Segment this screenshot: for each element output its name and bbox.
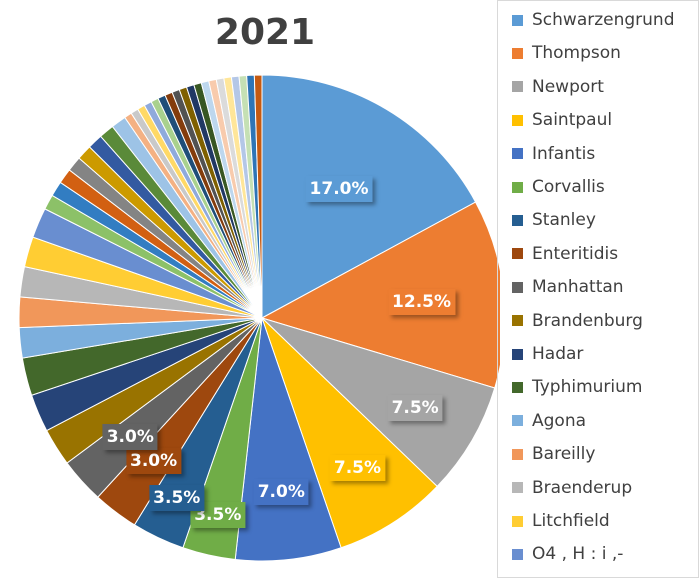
data-label: 17.0%	[305, 175, 373, 202]
legend-label: Enteritidis	[532, 243, 619, 264]
legend-item: Typhimurium	[512, 376, 642, 398]
legend-label: Agona	[532, 410, 587, 431]
legend-label: O4 , H : i ,-	[532, 544, 624, 565]
legend-swatch	[512, 148, 523, 160]
legend-item: Corvallis	[512, 176, 605, 198]
pie-slice	[253, 74, 263, 319]
data-label: 12.5%	[388, 288, 456, 315]
legend-label: Newport	[532, 76, 604, 97]
legend-item: Infantis	[512, 143, 595, 165]
pie-slice	[260, 201, 500, 389]
legend-item: Stanley	[512, 209, 596, 231]
legend-item: Litchfield	[512, 510, 610, 532]
legend-swatch	[512, 14, 523, 26]
pie-slice	[261, 317, 438, 549]
legend-item: Saintpaul	[512, 109, 612, 131]
legend-swatch	[512, 81, 523, 93]
legend-swatch	[512, 114, 523, 126]
legend-swatch	[512, 315, 523, 327]
legend-label: Corvallis	[532, 177, 605, 197]
legend-label: Stanley	[532, 210, 596, 231]
pie-slice	[261, 317, 496, 488]
legend-swatch	[512, 548, 523, 560]
data-label: 7.5%	[329, 454, 386, 481]
legend-item: Newport	[512, 76, 604, 98]
legend-label: Saintpaul	[532, 110, 613, 131]
legend: Schwarzengrund Thompson Newport Saintpaul In…	[497, 0, 699, 578]
data-label: 3.0%	[125, 448, 182, 475]
legend-swatch	[512, 47, 523, 59]
legend-swatch	[512, 482, 523, 494]
legend-swatch	[512, 515, 523, 527]
legend-item: O4 , H : i ,-	[512, 543, 623, 565]
legend-swatch	[512, 214, 523, 226]
data-label: 3.5%	[149, 485, 205, 512]
data-label: 7.0%	[253, 478, 309, 505]
legend-label: Hadar	[532, 344, 584, 364]
legend-swatch	[512, 381, 523, 393]
legend-swatch	[512, 415, 523, 427]
legend-label: Schwarzengrund	[532, 10, 675, 30]
legend-label: Infantis	[532, 143, 596, 164]
legend-item: Bareilly	[512, 443, 595, 465]
legend-item: Brandenburg	[512, 310, 643, 332]
legend-label: Typhimurium	[532, 377, 643, 398]
legend-label: Manhattan	[532, 277, 624, 298]
legend-label: Bareilly	[532, 444, 596, 465]
legend-swatch	[512, 448, 523, 460]
legend-swatch	[512, 281, 523, 293]
legend-label: Litchfield	[532, 511, 610, 531]
legend-item: Hadar	[512, 343, 583, 365]
data-label: 3.0%	[102, 423, 158, 450]
legend-item: Braenderup	[512, 477, 632, 499]
legend-item: Schwarzengrund	[512, 9, 675, 31]
legend-label: Braenderup	[532, 477, 633, 498]
chart-title: 2021	[214, 12, 316, 53]
legend-label: Thompson	[532, 43, 621, 64]
legend-swatch	[512, 248, 523, 260]
legend-swatch	[512, 348, 523, 360]
pie-chart	[18, 74, 500, 562]
legend-item: Thompson	[512, 42, 621, 64]
legend-label: Brandenburg	[532, 310, 643, 331]
data-label: 7.5%	[387, 394, 443, 421]
legend-item: Agona	[512, 410, 586, 432]
legend-item: Enteritidis	[512, 243, 618, 265]
legend-swatch	[512, 181, 523, 193]
legend-item: Manhattan	[512, 276, 624, 298]
